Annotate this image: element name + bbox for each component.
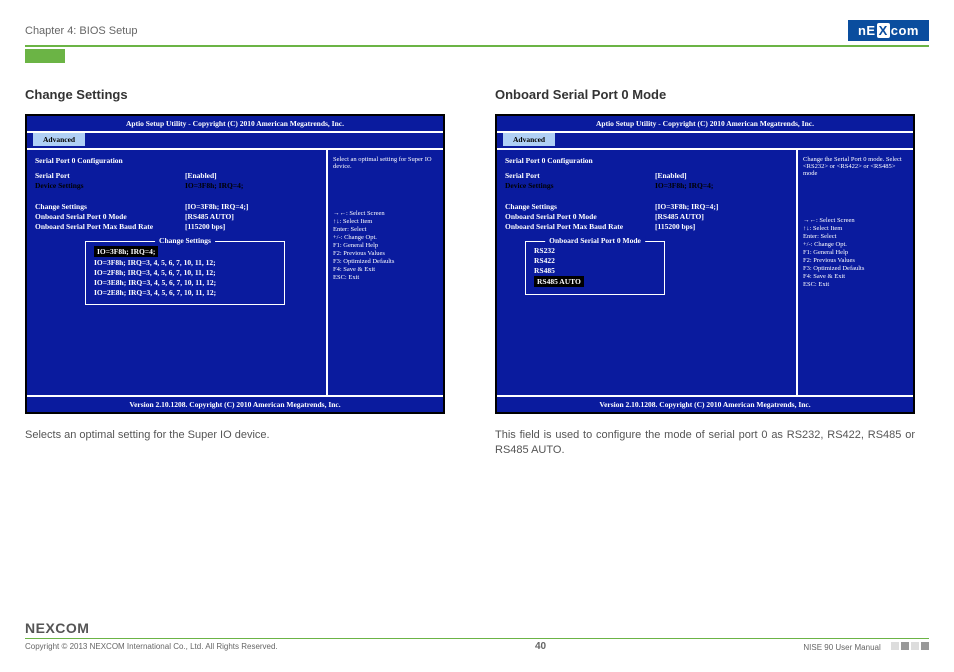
submenu-title: Onboard Serial Port 0 Mode [545,236,645,245]
config-row[interactable]: Serial Port[Enabled] [505,171,788,180]
nav-icon[interactable] [901,642,909,650]
footer-manual: NISE 90 User Manual [803,642,929,652]
bios-header: Aptio Setup Utility - Copyright (C) 2010… [27,116,443,133]
submenu-option[interactable]: RS422 [534,256,656,265]
left-section-title: Change Settings [25,87,445,102]
key-hint: F2: Previous Values [333,250,438,257]
config-rows: Serial Port[Enabled]Device SettingsIO=3F… [505,171,788,231]
key-hint: →←: Select Screen [803,217,908,224]
header-rule [25,45,929,47]
submenu-option[interactable]: IO=2F8h; IRQ=3, 4, 5, 6, 7, 10, 11, 12; [94,268,276,277]
submenu-option[interactable]: IO=3E8h; IRQ=3, 4, 5, 6, 7, 10, 11, 12; [94,278,276,287]
bios-body: Serial Port 0 Configuration Serial Port[… [27,148,443,397]
left-column: Change Settings Aptio Setup Utility - Co… [25,87,445,620]
top-bar: Chapter 4: BIOS Setup nEXcom [25,20,929,45]
main-content: Change Settings Aptio Setup Utility - Co… [25,63,929,620]
key-hint: Enter: Select [803,233,908,240]
logo-x: X [877,23,890,38]
nav-icon[interactable] [891,642,899,650]
port-mode-submenu: Onboard Serial Port 0 Mode RS232RS422RS4… [525,241,665,295]
key-hint: F3: Optimized Defaults [333,258,438,265]
key-hint: +/-: Change Opt. [333,234,438,241]
config-group-title: Serial Port 0 Configuration [505,156,788,165]
config-row[interactable] [505,191,788,201]
right-section-title: Onboard Serial Port 0 Mode [495,87,915,102]
key-hint: F1: General Help [803,249,908,256]
config-rows: Serial Port[Enabled]Device SettingsIO=3F… [35,171,318,231]
bios-tab-advanced[interactable]: Advanced [503,133,555,146]
right-column: Onboard Serial Port 0 Mode Aptio Setup U… [495,87,915,620]
bios-header: Aptio Setup Utility - Copyright (C) 2010… [497,116,913,133]
submenu-option[interactable]: IO=3F8h; IRQ=4; [94,246,276,257]
nexcom-logo: nEXcom [848,20,929,41]
key-legend: →←: Select Screen↑↓: Select ItemEnter: S… [803,217,908,288]
config-group-title: Serial Port 0 Configuration [35,156,318,165]
config-row[interactable]: Change Settings[IO=3F8h; IRQ=4;] [505,202,788,211]
config-row[interactable]: Device SettingsIO=3F8h; IRQ=4; [505,181,788,190]
key-hint: F1: General Help [333,242,438,249]
key-hint: ESC: Exit [333,274,438,281]
bios-body: Serial Port 0 Configuration Serial Port[… [497,148,913,397]
key-hint: F3: Optimized Defaults [803,265,908,272]
submenu-option[interactable]: IO=2E8h; IRQ=3, 4, 5, 6, 7, 10, 11, 12; [94,288,276,297]
key-hint: ↑↓: Select Item [333,218,438,225]
config-row[interactable]: Device SettingsIO=3F8h; IRQ=4; [35,181,318,190]
footer-rule [25,638,929,639]
config-row[interactable]: Onboard Serial Port Max Baud Rate[115200… [35,222,318,231]
bios-tab-row: Advanced [27,133,443,148]
bios-side-panel: Change the Serial Port 0 mode. Select <R… [798,150,913,395]
config-row[interactable]: Change Settings[IO=3F8h; IRQ=4;] [35,202,318,211]
key-hint: ESC: Exit [803,281,908,288]
submenu-options: IO=3F8h; IRQ=4;IO=3F8h; IRQ=3, 4, 5, 6, … [94,246,276,297]
submenu-option[interactable]: IO=3F8h; IRQ=3, 4, 5, 6, 7, 10, 11, 12; [94,258,276,267]
bios-version: Version 2.10.1208. Copyright (C) 2010 Am… [27,397,443,412]
key-hint: F2: Previous Values [803,257,908,264]
key-hint: ↑↓: Select Item [803,225,908,232]
footer-copyright: Copyright © 2013 NEXCOM International Co… [25,642,278,651]
bios-main-panel: Serial Port 0 Configuration Serial Port[… [27,150,328,395]
right-description: This field is used to configure the mode… [495,428,915,459]
bios-main-panel: Serial Port 0 Configuration Serial Port[… [497,150,798,395]
nav-icon[interactable] [921,642,929,650]
footer-row: Copyright © 2013 NEXCOM International Co… [25,641,929,652]
key-legend: →←: Select Screen↑↓: Select ItemEnter: S… [333,210,438,281]
green-block [25,49,65,63]
config-row[interactable]: Onboard Serial Port 0 Mode[RS485 AUTO] [35,212,318,221]
page-number: 40 [535,641,546,652]
config-row[interactable]: Serial Port[Enabled] [35,171,318,180]
config-row[interactable]: Onboard Serial Port 0 Mode[RS485 AUTO] [505,212,788,221]
submenu-options: RS232RS422RS485RS485 AUTO [534,246,656,287]
bios-screen-left: Aptio Setup Utility - Copyright (C) 2010… [25,114,445,414]
submenu-option[interactable]: RS485 AUTO [534,276,656,287]
key-hint: F4: Save & Exit [333,266,438,273]
bios-screen-right: Aptio Setup Utility - Copyright (C) 2010… [495,114,915,414]
key-hint: +/-: Change Opt. [803,241,908,248]
key-hint: F4: Save & Exit [803,273,908,280]
chapter-title: Chapter 4: BIOS Setup [25,25,138,37]
submenu-title: Change Settings [155,236,215,245]
help-text: Select an optimal setting for Super IO d… [333,156,438,170]
config-row[interactable] [35,191,318,201]
bios-tab-advanced[interactable]: Advanced [33,133,85,146]
bios-side-panel: Select an optimal setting for Super IO d… [328,150,443,395]
key-hint: →←: Select Screen [333,210,438,217]
submenu-option[interactable]: RS232 [534,246,656,255]
bios-tab-row: Advanced [497,133,913,148]
footer-nav-icons [891,642,929,650]
change-settings-submenu: Change Settings IO=3F8h; IRQ=4;IO=3F8h; … [85,241,285,305]
page-footer: NEXCOM Copyright © 2013 NEXCOM Internati… [25,620,929,652]
help-text: Change the Serial Port 0 mode. Select <R… [803,156,908,177]
config-row[interactable]: Onboard Serial Port Max Baud Rate[115200… [505,222,788,231]
left-description: Selects an optimal setting for the Super… [25,428,445,443]
nav-icon[interactable] [911,642,919,650]
bios-version: Version 2.10.1208. Copyright (C) 2010 Am… [497,397,913,412]
key-hint: Enter: Select [333,226,438,233]
footer-logo: NEXCOM [25,620,929,636]
submenu-option[interactable]: RS485 [534,266,656,275]
